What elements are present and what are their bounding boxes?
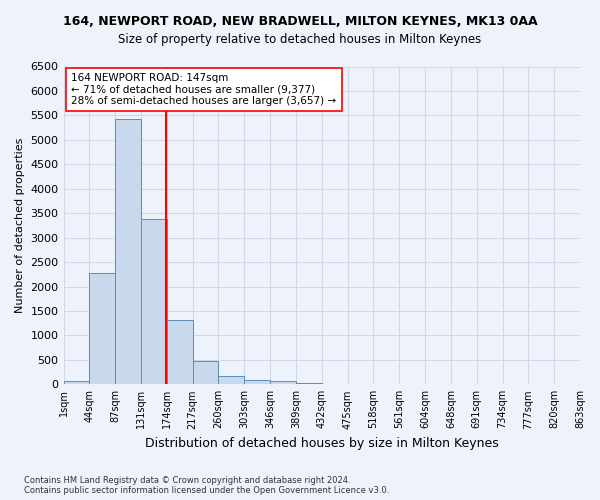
Bar [141, 219, 167, 384]
Y-axis label: Number of detached properties: Number of detached properties [15, 138, 25, 313]
Bar [218, 376, 244, 384]
Bar [244, 380, 270, 384]
Bar [115, 120, 141, 384]
Text: 164, NEWPORT ROAD, NEW BRADWELL, MILTON KEYNES, MK13 0AA: 164, NEWPORT ROAD, NEW BRADWELL, MILTON … [62, 15, 538, 28]
Bar [167, 320, 193, 384]
Bar [296, 383, 322, 384]
Text: Contains HM Land Registry data © Crown copyright and database right 2024.
Contai: Contains HM Land Registry data © Crown c… [24, 476, 389, 495]
Text: 164 NEWPORT ROAD: 147sqm
← 71% of detached houses are smaller (9,377)
28% of sem: 164 NEWPORT ROAD: 147sqm ← 71% of detach… [71, 73, 337, 106]
Bar [270, 382, 296, 384]
Text: Size of property relative to detached houses in Milton Keynes: Size of property relative to detached ho… [118, 32, 482, 46]
Bar [89, 273, 115, 384]
Bar [64, 380, 89, 384]
Bar [193, 361, 218, 384]
X-axis label: Distribution of detached houses by size in Milton Keynes: Distribution of detached houses by size … [145, 437, 499, 450]
